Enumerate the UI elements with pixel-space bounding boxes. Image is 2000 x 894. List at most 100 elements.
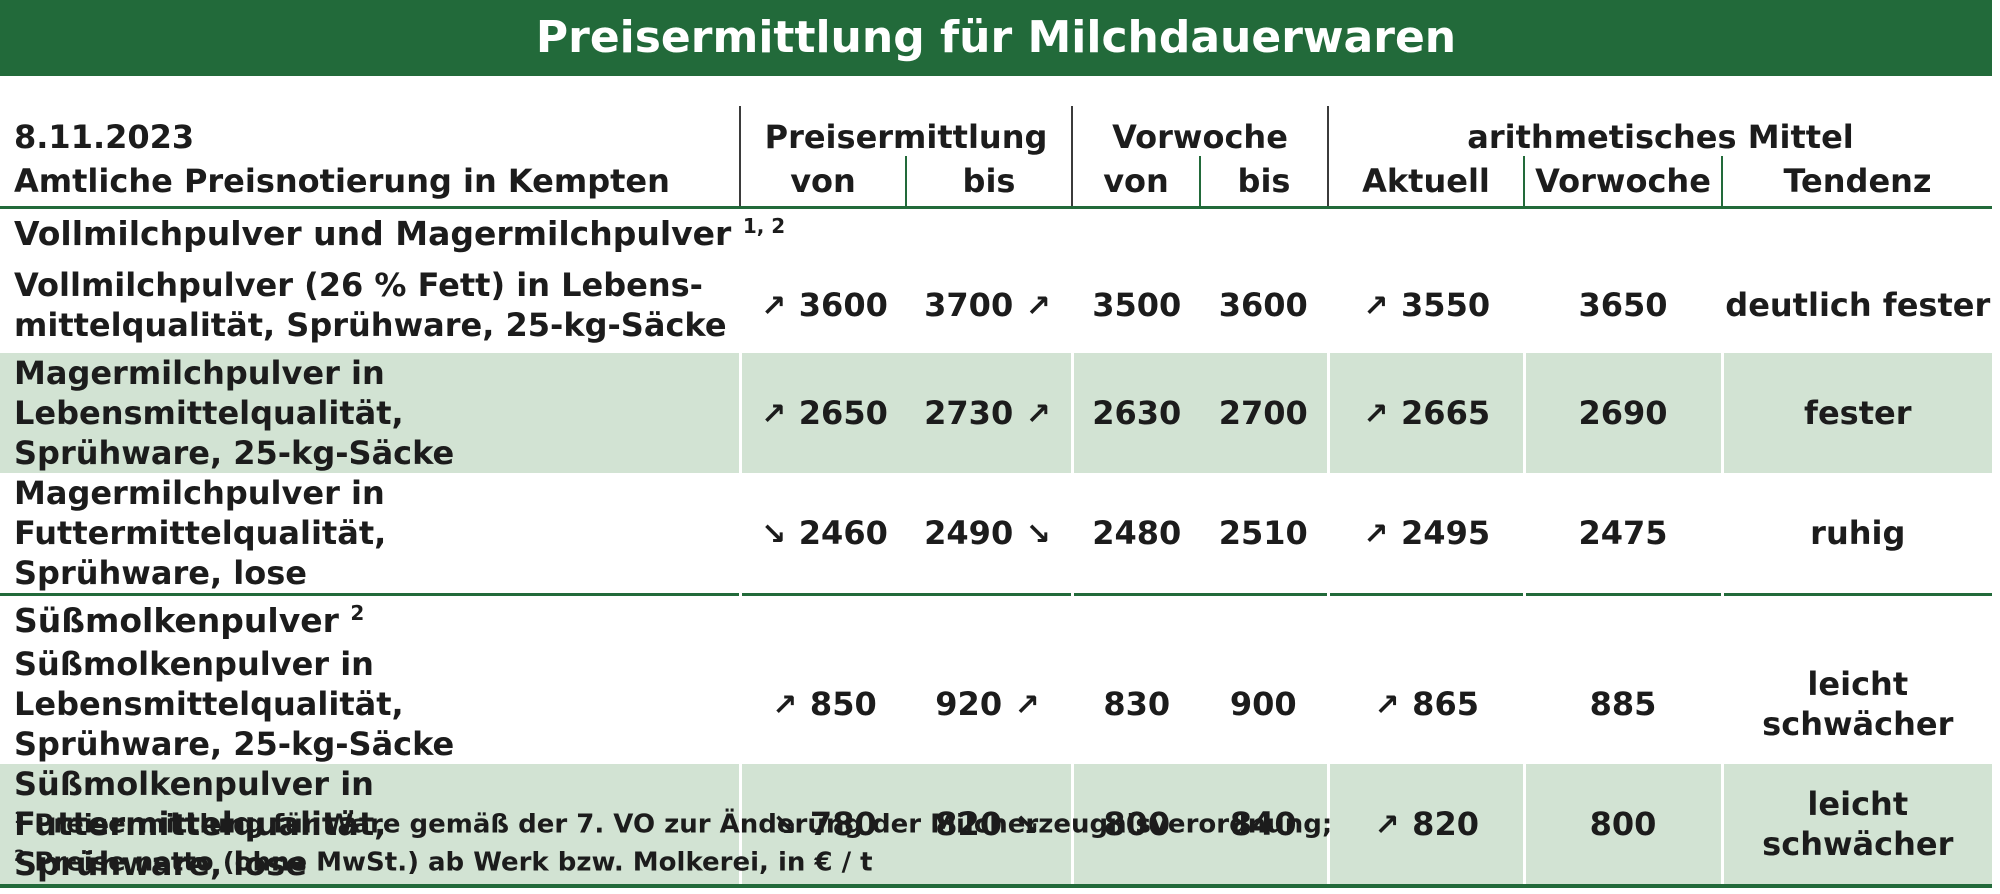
value: 3550 — [1401, 286, 1491, 324]
tendenz-text: deutlich fester — [1725, 286, 1991, 324]
product-description: Magermilchpulver in Futtermittelqualität… — [0, 473, 740, 595]
section-footnote-mark: 2 — [350, 600, 365, 625]
mittel-aktuell: ↗ 2665 — [1326, 353, 1524, 473]
trend-arrow-icon: ↗ — [1363, 397, 1389, 432]
price-von: ↗ 850 — [738, 644, 906, 764]
trend-arrow-icon: ↗ — [1363, 289, 1389, 324]
trend-arrow-icon: ↗ — [761, 289, 787, 324]
col-header-vw-von: von — [1071, 156, 1200, 209]
mittel-aktuell: ↗ 820 — [1326, 764, 1524, 887]
vorwoche-von: 800 — [1070, 764, 1200, 887]
price-von: ↗ 2650 — [738, 353, 906, 473]
col-header-vorwoche: Vorwoche — [1523, 156, 1722, 209]
tendenz-text: schwächer — [1762, 705, 1954, 743]
col-header-vw-bis: bis — [1199, 156, 1328, 209]
value: 2495 — [1401, 514, 1491, 552]
value: 2490 — [924, 514, 1014, 552]
mittel-vorwoche: 3650 — [1522, 257, 1722, 353]
price-table: 8.11.2023 Preisermittlung Vorwoche arith… — [0, 106, 1993, 887]
price-bis: 2490 ↘ — [906, 473, 1072, 595]
mittel-vorwoche: 2690 — [1522, 353, 1722, 473]
section-header: Süßmolkenpulver 2 — [0, 593, 1993, 644]
footnote-mark: 2 — [14, 846, 26, 865]
trend-arrow-icon: ↗ — [772, 688, 798, 723]
desc-line: Sprühware, 25-kg-Säcke — [14, 434, 455, 472]
vorwoche-von: 2630 — [1070, 353, 1200, 473]
product-description: Vollmilchpulver (26 % Fett) in Lebens-mi… — [0, 257, 740, 353]
value: 3600 — [798, 286, 888, 324]
col-header-aktuell: Aktuell — [1327, 156, 1524, 209]
trend-arrow-icon: ↗ — [1025, 397, 1051, 432]
vorwoche-bis: 900 — [1229, 685, 1297, 723]
footnote-mark: 1 — [14, 808, 26, 827]
price-von: ↘ 780 — [738, 764, 906, 887]
trend-arrow-icon: ↗ — [1374, 688, 1400, 723]
trend-arrow-icon: ↘ — [1014, 808, 1040, 843]
tendenz-text: ruhig — [1810, 514, 1906, 552]
desc-line: Süßmolkenpulver in Lebensmittelqualität, — [14, 645, 404, 723]
mittel-aktuell: ↗ 2495 — [1326, 473, 1524, 595]
desc-line: Sprühware, 25-kg-Säcke — [14, 725, 455, 763]
vorwoche-von: 2480 — [1070, 473, 1200, 595]
tendenz: leicht schwächer — [1720, 764, 1993, 887]
footnote: 1 Preisermittlung für Ware gemäß der 7. … — [14, 808, 1332, 840]
desc-line: Vollmilchpulver (26 % Fett) in Lebens- — [14, 266, 703, 304]
value: 850 — [809, 685, 877, 723]
table-row: Süßmolkenpulver in Lebensmittelqualität,… — [0, 644, 1993, 764]
value: 2460 — [798, 514, 888, 552]
price-von: ↘ 2460 — [738, 473, 906, 595]
section-title: Süßmolkenpulver — [14, 600, 339, 640]
section-title: Vollmilchpulver und Magermilchpulver — [14, 213, 732, 253]
tendenz-text: leicht — [1807, 665, 1909, 703]
tendenz: leicht schwächer — [1720, 644, 1993, 764]
table-row: Magermilchpulver in Lebensmittelqualität… — [0, 353, 1993, 473]
value: 780 — [809, 805, 877, 843]
group-header-preisermittlung: Preisermittlung — [739, 106, 1072, 156]
footnote: 2 Preise netto (ohne MwSt.) ab Werk bzw.… — [14, 846, 873, 878]
vorwoche-von: 3500 — [1070, 257, 1200, 353]
report-subtitle: Amtliche Preisnotierung in Kempten — [0, 156, 740, 209]
table-row: Süßmolkenpulver in Futtermittelqualität,… — [0, 764, 1993, 887]
page-title: Preisermittlung für Milchdauerwaren — [0, 0, 1992, 76]
value: 865 — [1412, 685, 1479, 723]
footnote-text: Preisermittlung für Ware gemäß der 7. VO… — [34, 809, 1333, 840]
mittel-aktuell: ↗ 865 — [1326, 644, 1524, 764]
section-header: Vollmilchpulver und Magermilchpulver 1, … — [0, 208, 1992, 258]
group-header-vorwoche: Vorwoche — [1071, 106, 1328, 156]
tendenz-text: leicht — [1807, 785, 1909, 823]
value: 820 — [935, 805, 1003, 843]
col-header-tendenz: Tendenz — [1720, 156, 1993, 209]
footnote-text: Preise netto (ohne MwSt.) ab Werk bzw. M… — [34, 847, 873, 878]
value: 3700 — [924, 286, 1014, 324]
mittel-aktuell: ↗ 3550 — [1326, 257, 1524, 353]
vorwoche-bis: 840 — [1200, 764, 1328, 887]
section-footnote-mark: 1, 2 — [742, 213, 786, 238]
tendenz-text: schwächer — [1762, 825, 1954, 863]
trend-arrow-icon: ↘ — [761, 517, 787, 552]
header-row-2: Amtliche Preisnotierung in Kempten von b… — [0, 156, 1993, 209]
price-bis: 820 ↘ — [906, 764, 1072, 887]
product-description: Süßmolkenpulver in Futtermittelqualität,… — [0, 764, 740, 887]
col-header-von: von — [739, 156, 906, 209]
col-header-bis: bis — [905, 156, 1072, 209]
tendenz-text: fester — [1804, 394, 1912, 432]
trend-arrow-icon: ↗ — [1374, 808, 1400, 843]
price-bis: 2730 ↗ — [906, 353, 1072, 473]
value: 2650 — [798, 394, 888, 432]
trend-arrow-icon: ↗ — [1363, 517, 1389, 552]
trend-arrow-icon: ↗ — [1014, 688, 1040, 723]
desc-line: Magermilchpulver in Lebensmittelqualität… — [14, 354, 404, 432]
desc-line: Sprühware, lose — [14, 554, 307, 592]
value: 2665 — [1401, 394, 1491, 432]
mittel-vorwoche: 2475 — [1522, 473, 1722, 595]
desc-line: Süßmolkenpulver in Futtermittelqualität, — [14, 765, 387, 843]
report-date: 8.11.2023 — [14, 118, 195, 156]
vorwoche-von: 830 — [1070, 644, 1200, 764]
bottom-rule — [0, 885, 1992, 888]
price-bis: 920 ↗ — [906, 644, 1072, 764]
vorwoche-bis: 2700 — [1200, 353, 1328, 473]
header-row-1: 8.11.2023 Preisermittlung Vorwoche arith… — [0, 106, 1993, 156]
trend-arrow-icon: ↗ — [761, 397, 787, 432]
trend-arrow-icon: ↗ — [1025, 289, 1051, 324]
product-description: Süßmolkenpulver in Lebensmittelqualität,… — [0, 644, 740, 764]
